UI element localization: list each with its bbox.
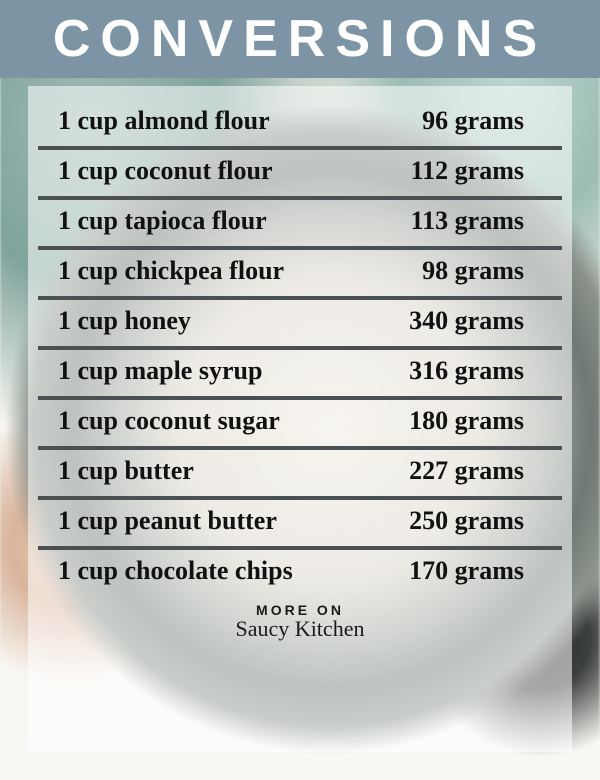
ingredient-label: 1 cup honey xyxy=(58,306,191,336)
grams-label: 96 grams xyxy=(422,106,542,136)
conversion-row: 1 cup maple syrup 316 grams xyxy=(38,350,562,400)
conversion-row: 1 cup coconut sugar 180 grams xyxy=(38,400,562,450)
grams-label: 340 grams xyxy=(409,306,542,336)
grams-label: 250 grams xyxy=(409,506,542,536)
ingredient-label: 1 cup coconut flour xyxy=(58,156,273,186)
grams-label: 113 grams xyxy=(411,206,542,236)
conversion-row: 1 cup coconut flour 112 grams xyxy=(38,150,562,200)
grams-label: 98 grams xyxy=(422,256,542,286)
conversion-row: 1 cup chickpea flour 98 grams xyxy=(38,250,562,300)
grams-label: 170 grams xyxy=(409,556,542,586)
ingredient-label: 1 cup almond flour xyxy=(58,106,270,136)
conversion-row: 1 cup peanut butter 250 grams xyxy=(38,500,562,550)
grams-label: 316 grams xyxy=(409,356,542,386)
grams-label: 112 grams xyxy=(411,156,542,186)
ingredient-label: 1 cup chocolate chips xyxy=(58,556,293,586)
ingredient-label: 1 cup maple syrup xyxy=(58,356,262,386)
conversion-row: 1 cup almond flour 96 grams xyxy=(38,100,562,150)
header-band: CONVERSIONS xyxy=(0,0,600,78)
conversion-row: 1 cup tapioca flour 113 grams xyxy=(38,200,562,250)
conversion-row: 1 cup butter 227 grams xyxy=(38,450,562,500)
footer: MORE ON Saucy Kitchen xyxy=(38,602,562,642)
conversion-row: 1 cup honey 340 grams xyxy=(38,300,562,350)
footer-site-name: Saucy Kitchen xyxy=(38,616,562,642)
grams-label: 227 grams xyxy=(409,456,542,486)
ingredient-label: 1 cup coconut sugar xyxy=(58,406,280,436)
ingredient-label: 1 cup butter xyxy=(58,456,194,486)
ingredient-label: 1 cup chickpea flour xyxy=(58,256,284,286)
ingredient-label: 1 cup tapioca flour xyxy=(58,206,267,236)
page-title: CONVERSIONS xyxy=(53,9,547,69)
grams-label: 180 grams xyxy=(409,406,542,436)
conversion-row: 1 cup chocolate chips 170 grams xyxy=(38,550,562,596)
conversion-list: 1 cup almond flour 96 grams 1 cup coconut … xyxy=(38,100,562,596)
ingredient-label: 1 cup peanut butter xyxy=(58,506,277,536)
conversion-panel: 1 cup almond flour 96 grams 1 cup coconut … xyxy=(28,86,572,752)
